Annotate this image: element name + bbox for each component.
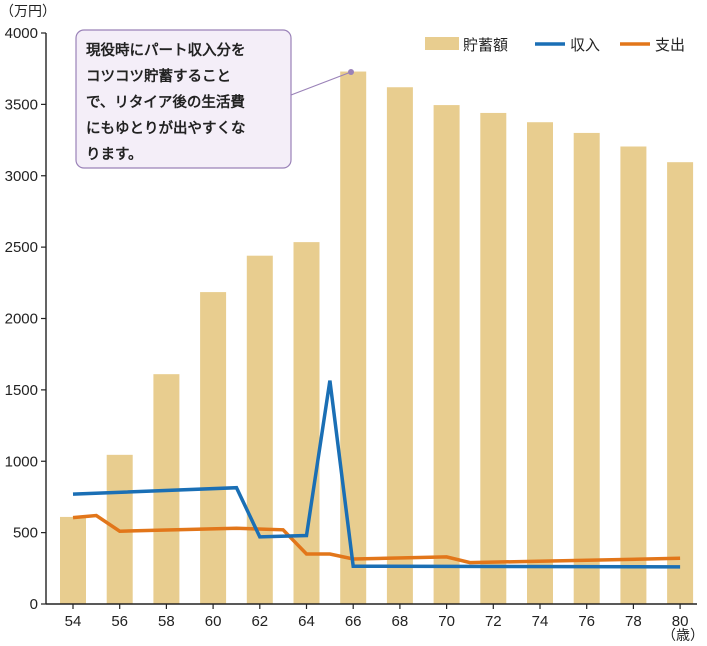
annotation-line-4: にもゆとりが出やすくな [86, 119, 246, 137]
x-tick-label-76: 76 [578, 613, 595, 630]
y-tick-label-3000: 3000 [5, 168, 38, 185]
y-tick-label-2000: 2000 [5, 311, 38, 328]
x-tick-label-56: 56 [111, 613, 128, 630]
x-tick-label-64: 64 [298, 613, 315, 630]
y-tick-label-500: 500 [13, 525, 38, 542]
annotation-line-5: ります。 [86, 146, 143, 163]
x-tick-label-70: 70 [438, 613, 455, 630]
savings-bar-78 [620, 146, 647, 604]
savings-bars [60, 71, 694, 605]
y-tick-label-1000: 1000 [5, 453, 38, 470]
x-tick-label-58: 58 [158, 613, 175, 630]
annotation-callout: 現役時にパート収入分を コツコツ貯蓄すること で、リタイア後の生活費 にもゆとり… [75, 29, 354, 169]
expense-line [72, 513, 681, 565]
series-lines [72, 380, 681, 569]
legend-swatch-savings [425, 37, 459, 50]
legend: 貯蓄額 収入 支出 [425, 36, 685, 54]
annotation-dot [348, 69, 354, 75]
x-tick-label-68: 68 [392, 613, 409, 630]
x-tick-label-72: 72 [485, 613, 502, 630]
annotation-line-2: コツコツ貯蓄すること [86, 67, 231, 85]
savings-bar-60 [200, 292, 227, 604]
savings-bar-80 [667, 162, 694, 604]
savings-bar-72 [480, 112, 507, 604]
savings-bar-64 [293, 242, 320, 604]
y-tick-label-2500: 2500 [5, 239, 38, 256]
savings-bar-54 [60, 516, 86, 604]
legend-label-expense: 支出 [655, 36, 685, 54]
savings-bar-76 [573, 132, 600, 605]
x-unit-label: （歳） [662, 628, 704, 644]
annotation-line-1: 現役時にパート収入分を [86, 41, 246, 59]
y-tick-label-1500: 1500 [5, 382, 38, 399]
income-line [72, 380, 681, 569]
legend-label-income: 収入 [570, 36, 600, 54]
x-tick-label-60: 60 [205, 613, 222, 630]
y-tick-label-4000: 4000 [5, 25, 38, 42]
savings-bar-62 [246, 255, 273, 604]
x-tick-label-78: 78 [625, 613, 642, 630]
y-tick-label-3500: 3500 [5, 96, 38, 113]
x-tick-label-74: 74 [532, 613, 549, 630]
x-tick-label-80: 80 [672, 613, 689, 630]
x-tick-label-54: 54 [65, 613, 82, 630]
y-unit-label: （万円） [0, 4, 56, 20]
x-tick-label-66: 66 [345, 613, 362, 630]
y-ticks: 0 500 1000 1500 2000 2500 3000 3500 4000 [5, 25, 46, 613]
x-tick-label-62: 62 [251, 613, 268, 630]
annotation-leader-line [290, 71, 352, 96]
y-tick-label-0: 0 [30, 596, 38, 613]
annotation-line-3: で、リタイア後の生活費 [86, 93, 245, 111]
savings-bar-66 [340, 71, 367, 605]
savings-bar-74 [527, 122, 553, 604]
savings-bar-70 [433, 105, 460, 605]
savings-bar-68 [386, 87, 413, 605]
x-ticks: 54 56 58 60 62 64 66 68 70 72 74 76 78 80 [65, 604, 689, 630]
legend-label-savings: 貯蓄額 [463, 36, 508, 54]
annotation-box [75, 29, 292, 169]
